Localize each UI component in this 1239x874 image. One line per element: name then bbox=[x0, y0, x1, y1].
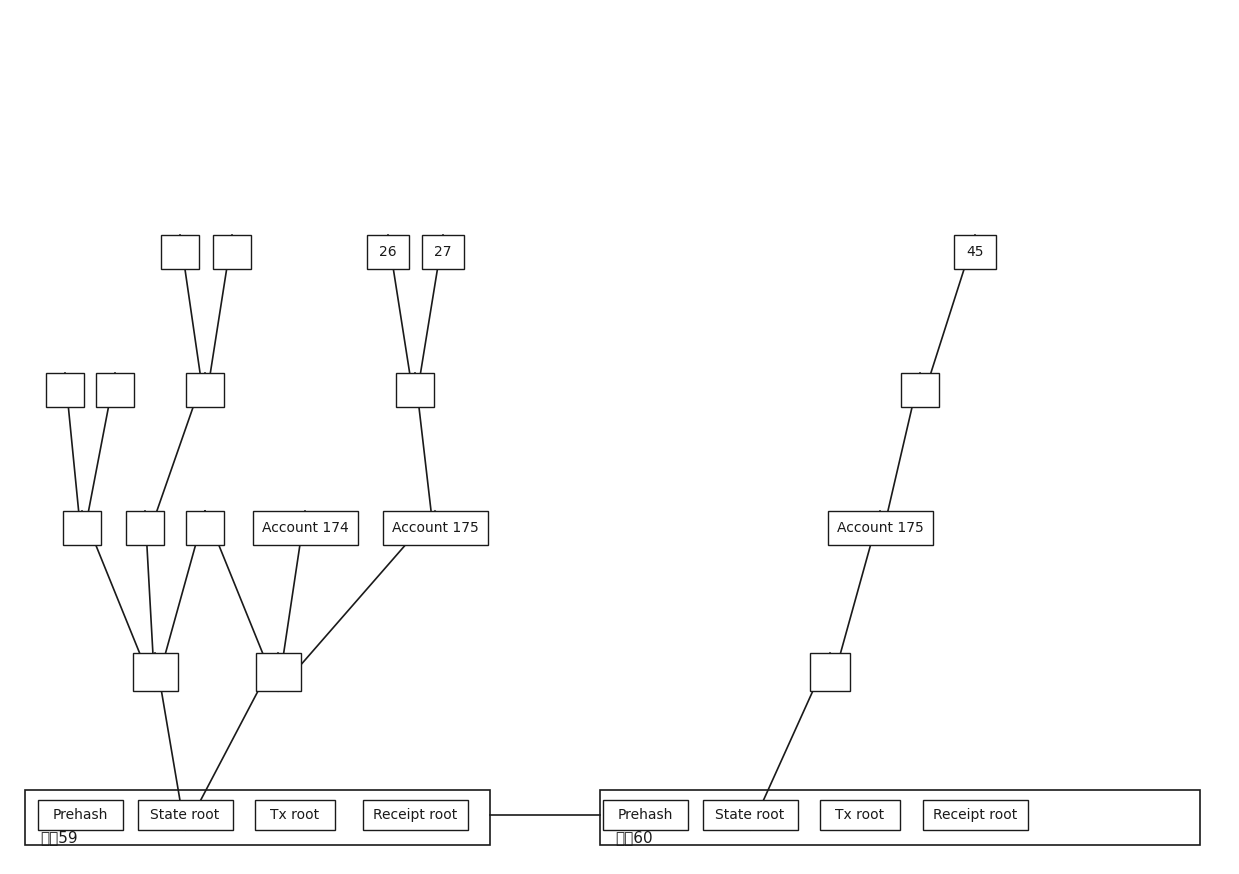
Text: 27: 27 bbox=[434, 245, 452, 259]
Text: Account 174: Account 174 bbox=[261, 521, 348, 535]
Text: Prehash: Prehash bbox=[52, 808, 108, 822]
Bar bbox=[422, 235, 463, 269]
Text: Prehash: Prehash bbox=[617, 808, 673, 822]
Bar bbox=[820, 800, 900, 830]
Bar bbox=[367, 235, 409, 269]
Bar bbox=[255, 653, 301, 691]
Bar bbox=[186, 373, 224, 407]
Bar bbox=[600, 790, 1201, 845]
Text: State root: State root bbox=[150, 808, 219, 822]
Bar bbox=[363, 800, 467, 830]
Text: 区坠59: 区坠59 bbox=[40, 830, 78, 845]
Bar bbox=[46, 373, 84, 407]
Bar bbox=[602, 800, 688, 830]
Bar bbox=[923, 800, 1027, 830]
Bar bbox=[95, 373, 134, 407]
Bar bbox=[133, 653, 177, 691]
Bar bbox=[213, 235, 252, 269]
Text: 区坠60: 区坠60 bbox=[615, 830, 653, 845]
Bar bbox=[186, 511, 224, 545]
Bar bbox=[901, 373, 939, 407]
Bar bbox=[37, 800, 123, 830]
Text: Receipt root: Receipt root bbox=[933, 808, 1017, 822]
Text: 26: 26 bbox=[379, 245, 396, 259]
Bar bbox=[703, 800, 798, 830]
Bar bbox=[954, 235, 996, 269]
Bar bbox=[253, 511, 358, 545]
Bar bbox=[396, 373, 434, 407]
Bar bbox=[25, 790, 489, 845]
Bar bbox=[63, 511, 102, 545]
Bar bbox=[383, 511, 487, 545]
Text: Receipt root: Receipt root bbox=[373, 808, 457, 822]
Text: Tx root: Tx root bbox=[270, 808, 320, 822]
Text: Account 175: Account 175 bbox=[392, 521, 478, 535]
Bar bbox=[138, 800, 233, 830]
Text: Account 175: Account 175 bbox=[836, 521, 923, 535]
Text: State root: State root bbox=[715, 808, 784, 822]
Bar bbox=[126, 511, 164, 545]
Text: 45: 45 bbox=[966, 245, 984, 259]
Bar bbox=[255, 800, 335, 830]
Bar bbox=[161, 235, 199, 269]
Bar bbox=[828, 511, 933, 545]
Bar bbox=[810, 653, 850, 691]
Text: Tx root: Tx root bbox=[835, 808, 885, 822]
